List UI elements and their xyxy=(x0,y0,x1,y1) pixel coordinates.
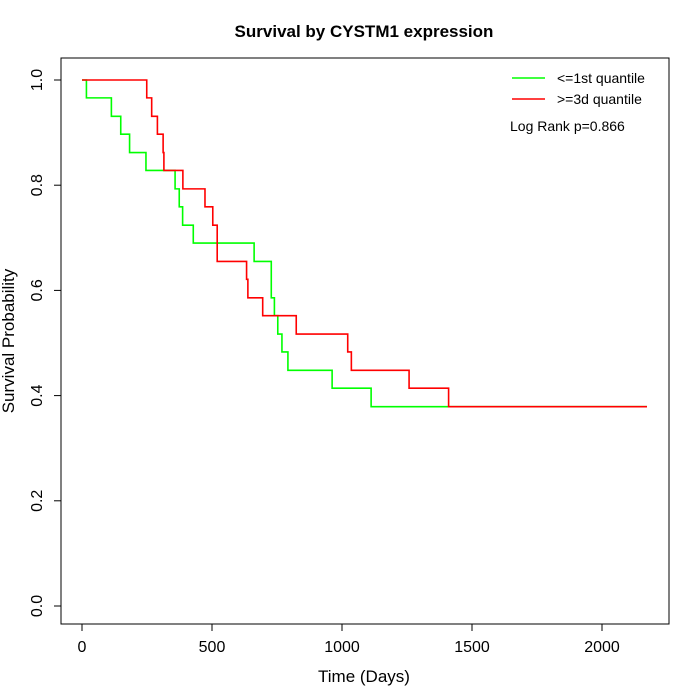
y-tick-label: 0.0 xyxy=(29,595,46,617)
x-tick-label: 1500 xyxy=(454,639,490,656)
curve-low-quantile xyxy=(82,79,647,408)
x-tick-label: 0 xyxy=(78,639,87,656)
y-tick-label: 0.2 xyxy=(29,490,46,512)
y-tick-label: 0.6 xyxy=(29,279,46,301)
y-tick-label: 1.0 xyxy=(29,69,46,91)
y-axis-label: Survival Probability xyxy=(0,268,18,413)
legend: <=1st quantile >=3d quantile xyxy=(512,70,645,107)
y-tick-label: 0.8 xyxy=(29,174,46,196)
legend-label-high: >=3d quantile xyxy=(557,91,642,107)
plot-frame xyxy=(60,57,670,625)
y-tick-label: 0.4 xyxy=(29,384,46,406)
chart-title: Survival by CYSTM1 expression xyxy=(235,22,494,41)
x-tick-label: 2000 xyxy=(584,639,620,656)
x-axis: 0 500 1000 1500 2000 xyxy=(78,623,620,656)
x-tick-label: 1000 xyxy=(324,639,360,656)
log-rank-annotation: Log Rank p=0.866 xyxy=(510,118,625,134)
y-axis: 0.0 0.2 0.4 0.6 0.8 1.0 xyxy=(29,69,62,617)
legend-label-low: <=1st quantile xyxy=(557,70,645,86)
x-axis-label: Time (Days) xyxy=(318,667,410,686)
survival-curves xyxy=(82,79,647,408)
x-tick-label: 500 xyxy=(199,639,226,656)
curve-high-quantile xyxy=(82,79,647,408)
